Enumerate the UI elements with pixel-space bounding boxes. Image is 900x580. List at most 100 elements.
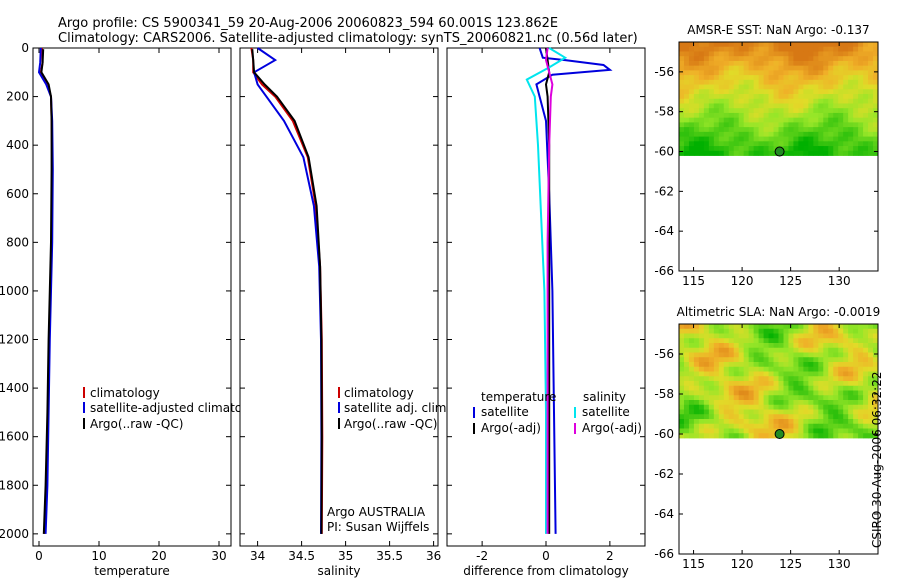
map-cell: [858, 419, 864, 425]
map-cell: [868, 89, 874, 95]
map-cell: [688, 103, 695, 109]
map-cell: [743, 98, 750, 104]
map-cell: [748, 395, 755, 401]
map-cell: [703, 65, 710, 71]
map-cell: [863, 141, 869, 147]
map-cell: [803, 75, 809, 81]
map-cell: [763, 357, 769, 363]
map-cell: [828, 84, 834, 90]
map-cell: [693, 136, 700, 142]
map-cell: [688, 366, 695, 372]
map-cell: [778, 385, 784, 391]
map-cell: [723, 89, 730, 95]
map-cell: [868, 146, 874, 152]
map-cell: [718, 146, 725, 152]
map-cell: [758, 150, 764, 156]
map-cell: [773, 366, 779, 372]
map-cell: [793, 42, 799, 48]
map-cell: [718, 56, 725, 62]
map-cell: [848, 79, 854, 85]
map-cell: [813, 108, 819, 114]
map-cell: [688, 84, 695, 90]
map-cell: [738, 84, 745, 90]
map-cell: [833, 60, 839, 67]
map-cell: [768, 108, 774, 114]
legend-label: Argo(..raw -QC): [90, 417, 183, 431]
map-cell: [693, 75, 700, 81]
map-cell: [708, 136, 715, 142]
timestamp-stamp: CSIRO 30-Aug-2006 06:32:22: [870, 371, 884, 548]
map-cell: [773, 333, 779, 339]
map-cell: [713, 362, 720, 368]
map-cell: [813, 362, 819, 368]
map-cell: [758, 94, 764, 100]
map-cell: [798, 136, 804, 142]
map-cell: [868, 56, 874, 62]
series-line: [544, 47, 551, 534]
map-cell: [738, 51, 745, 57]
map-cell: [728, 409, 735, 415]
map-cell: [858, 150, 864, 156]
map-cell: [733, 428, 740, 434]
map-cell: [823, 347, 829, 353]
map-cell: [798, 390, 804, 396]
map-cell: [753, 89, 760, 95]
map-cell: [828, 56, 834, 62]
map-cell: [713, 333, 720, 339]
map-cell: [873, 371, 879, 377]
map-cell: [753, 400, 760, 406]
map-cell: [738, 419, 745, 425]
map-cell: [788, 409, 794, 415]
map-cell: [823, 136, 829, 142]
map-cell: [868, 127, 874, 133]
map-cell: [683, 146, 690, 152]
map-cell: [808, 381, 814, 387]
map-cell: [848, 409, 854, 415]
map-cell: [698, 343, 705, 349]
map-cell: [798, 433, 804, 439]
map-cell: [728, 146, 735, 152]
map-cell: [738, 381, 745, 387]
map-cell: [708, 423, 715, 429]
map-cell: [823, 409, 829, 415]
map-cell: [758, 56, 764, 62]
map-cell: [778, 343, 784, 349]
map-cell: [873, 112, 879, 119]
map-cell: [833, 51, 839, 57]
map-cell: [763, 423, 769, 429]
map-cell: [698, 122, 705, 128]
map-cell: [863, 347, 869, 353]
map-cell: [679, 65, 685, 71]
map-cell: [683, 127, 690, 133]
map-cell: [788, 433, 794, 439]
map-cell: [713, 338, 720, 344]
map-cell: [838, 433, 844, 439]
map-cell: [718, 400, 725, 406]
map-cell: [783, 395, 789, 401]
map-cell: [808, 366, 814, 372]
map-cell: [838, 347, 844, 353]
map-cell: [688, 395, 695, 401]
map-cell: [768, 46, 774, 52]
map-cell: [773, 419, 779, 425]
map-cell: [708, 103, 715, 109]
map-cell: [733, 328, 740, 334]
map-cell: [763, 328, 769, 334]
map-cell: [753, 46, 760, 52]
map-cell: [828, 60, 834, 67]
map-cell: [778, 56, 784, 62]
map-cell: [813, 42, 819, 48]
map-cell: [733, 419, 740, 425]
map-cell: [679, 343, 685, 349]
map-cell: [798, 127, 804, 133]
map-cell: [748, 366, 755, 372]
map-cell: [753, 385, 760, 391]
map-cell: [873, 131, 879, 137]
map-cell: [798, 381, 804, 387]
map-cell: [688, 141, 695, 147]
map-cell: [738, 56, 745, 62]
map-cell: [863, 366, 869, 372]
map-cell: [818, 98, 824, 104]
map-cell: [853, 146, 859, 152]
argo-position-marker: [774, 146, 785, 157]
